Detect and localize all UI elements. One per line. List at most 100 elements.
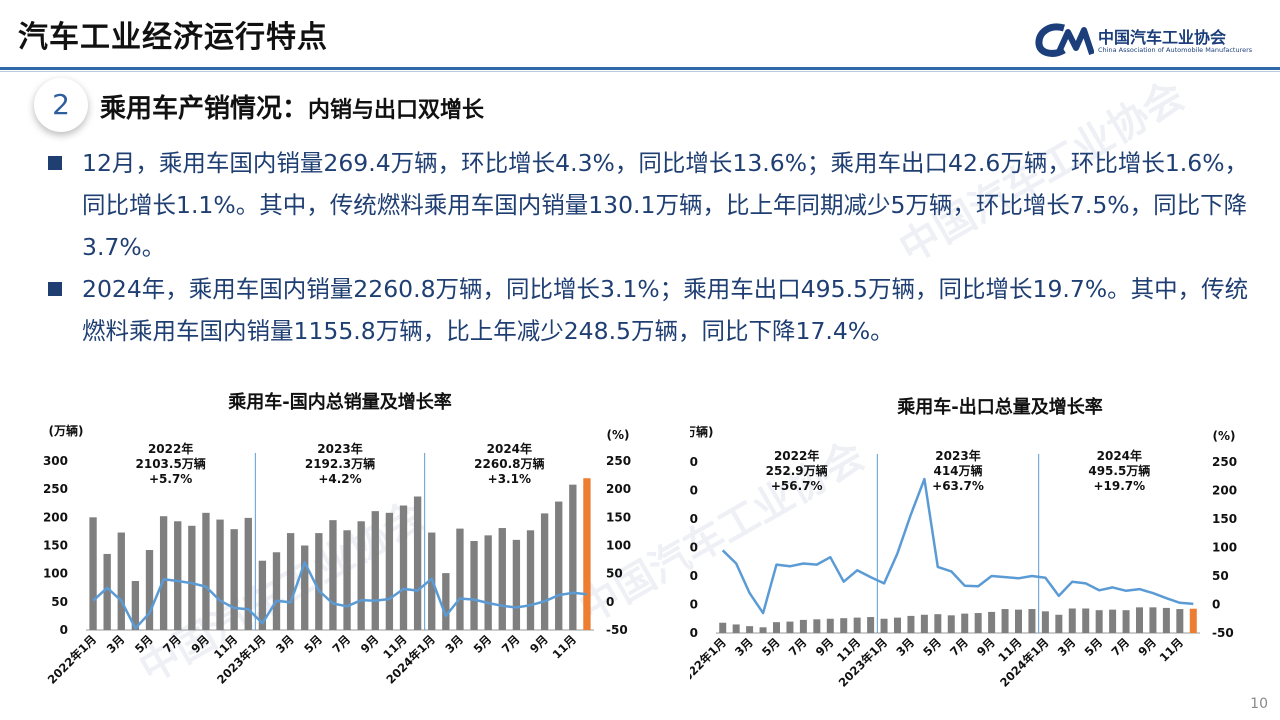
bar bbox=[719, 622, 727, 633]
annotation-total: 252.9万辆 bbox=[766, 463, 828, 478]
bar bbox=[484, 535, 492, 630]
x-tick-label: 7月 bbox=[947, 635, 971, 659]
annotation-total: 495.5万辆 bbox=[1088, 463, 1150, 478]
bar bbox=[732, 624, 740, 633]
bar bbox=[1028, 609, 1036, 633]
bar bbox=[867, 617, 875, 633]
y-axis-label: (万辆) bbox=[49, 423, 84, 438]
bar bbox=[920, 614, 928, 633]
annotation-total: 2260.8万辆 bbox=[474, 456, 544, 471]
x-tick-label: 3月 bbox=[104, 632, 128, 656]
bar bbox=[894, 617, 901, 633]
x-tick-label: 5月 bbox=[920, 635, 944, 659]
bar bbox=[315, 533, 323, 630]
y2-tick-label: 200 bbox=[606, 482, 631, 496]
header-divider bbox=[0, 67, 1280, 70]
x-tick-label: 5月 bbox=[759, 635, 783, 659]
caam-logo: 中国汽车工业协会 China Association of Automobile… bbox=[1034, 22, 1252, 62]
x-tick-label: 5月 bbox=[1082, 635, 1106, 659]
section-title-main: 乘用车产销情况： bbox=[100, 94, 309, 124]
y-axis-label: (万辆) bbox=[690, 424, 713, 439]
bar bbox=[456, 528, 464, 630]
y-tick-label: 100 bbox=[43, 567, 68, 581]
bullet-text: 2024年，乘用车国内销量2260.8万辆，同比增长3.1%；乘用车出口495.… bbox=[82, 275, 1249, 345]
y2-tick-label: 150 bbox=[606, 510, 631, 524]
x-tick-label: 5月 bbox=[471, 632, 495, 656]
y-tick-label: 0 bbox=[60, 623, 68, 637]
bar bbox=[526, 530, 535, 630]
bar bbox=[799, 619, 807, 633]
bar bbox=[759, 627, 767, 633]
y-tick-label: 50 bbox=[690, 598, 698, 612]
bar bbox=[813, 619, 821, 633]
x-tick-label: 2022年1月 bbox=[690, 635, 729, 689]
bullet-square-icon bbox=[48, 282, 62, 296]
bar bbox=[540, 513, 549, 630]
y-tick-label: 200 bbox=[690, 512, 698, 526]
y2-axis-label: (%) bbox=[607, 428, 630, 442]
y-tick-label: 200 bbox=[43, 510, 68, 524]
bar bbox=[1015, 609, 1022, 633]
y2-tick-label: 0 bbox=[606, 595, 614, 609]
bar bbox=[272, 552, 281, 630]
bar bbox=[301, 545, 309, 630]
x-tick-label: 9月 bbox=[358, 632, 382, 656]
page-title: 汽车工业经济运行特点 bbox=[18, 20, 328, 55]
logo-name-en: China Association of Automobile Manufact… bbox=[1098, 46, 1253, 54]
annotation-growth: +63.7% bbox=[932, 479, 984, 493]
y-tick-label: 50 bbox=[51, 595, 68, 609]
bar bbox=[569, 484, 577, 630]
bullet-item: 2024年，乘用车国内销量2260.8万辆，同比增长3.1%；乘用车出口495.… bbox=[40, 268, 1250, 352]
bar bbox=[230, 529, 238, 630]
bar bbox=[1095, 610, 1103, 633]
bar bbox=[907, 615, 915, 633]
y2-tick-label: 150 bbox=[1212, 512, 1237, 526]
growth-line bbox=[92, 561, 588, 630]
bar bbox=[216, 519, 224, 630]
bar bbox=[934, 614, 942, 633]
x-tick-label: 7月 bbox=[329, 632, 353, 656]
annotation-year: 2023年 bbox=[317, 441, 362, 456]
bar bbox=[840, 618, 848, 633]
bar bbox=[371, 511, 379, 630]
bar bbox=[357, 521, 365, 630]
x-tick-label: 3月 bbox=[442, 632, 466, 656]
y2-tick-label: -50 bbox=[1212, 626, 1234, 640]
x-tick-label: 3月 bbox=[732, 635, 756, 659]
bullet-item: 12月，乘用车国内销量269.4万辆，环比增长4.3%，同比增长13.6%；乘用… bbox=[40, 142, 1250, 268]
annotation-growth: +5.7% bbox=[149, 472, 192, 486]
y2-tick-label: 250 bbox=[606, 454, 631, 468]
annotation-growth: +19.7% bbox=[1093, 479, 1145, 493]
bar bbox=[202, 512, 210, 630]
bar bbox=[117, 532, 125, 630]
bar bbox=[131, 580, 140, 630]
y2-axis-label: (%) bbox=[1213, 429, 1236, 443]
bar bbox=[773, 622, 780, 633]
y2-tick-label: 250 bbox=[1212, 455, 1237, 469]
bar bbox=[1001, 609, 1009, 633]
bar bbox=[89, 517, 97, 630]
x-tick-label: 11月 bbox=[550, 632, 579, 661]
bar bbox=[1055, 614, 1063, 633]
bar bbox=[988, 611, 996, 633]
y-tick-label: 250 bbox=[43, 482, 68, 496]
x-tick-label: 7月 bbox=[160, 632, 184, 656]
logo-name-cn: 中国汽车工业协会 bbox=[1098, 28, 1227, 47]
header-divider-thin bbox=[0, 71, 1280, 72]
x-tick-label: 7月 bbox=[786, 635, 810, 659]
x-tick-label: 2022年1月 bbox=[45, 632, 99, 686]
bar bbox=[1136, 607, 1143, 633]
y2-tick-label: 50 bbox=[606, 567, 623, 581]
bar bbox=[442, 573, 450, 630]
chart-title-export: 乘用车-出口总量及增长率 bbox=[897, 397, 1103, 418]
bar bbox=[258, 560, 267, 630]
annotation-total: 2192.3万辆 bbox=[305, 456, 375, 471]
x-tick-label: 5月 bbox=[301, 632, 325, 656]
bar bbox=[1041, 611, 1049, 633]
y2-tick-label: 200 bbox=[1212, 484, 1237, 498]
x-tick-label: 3月 bbox=[273, 632, 297, 656]
y2-tick-label: 100 bbox=[1212, 541, 1237, 555]
export-sales-chart: (万辆) (%) 0 50 100 150 200 250 300 -50 0 50 100 150 200… bbox=[690, 424, 1237, 690]
bar bbox=[1109, 609, 1117, 633]
bar bbox=[244, 517, 252, 630]
